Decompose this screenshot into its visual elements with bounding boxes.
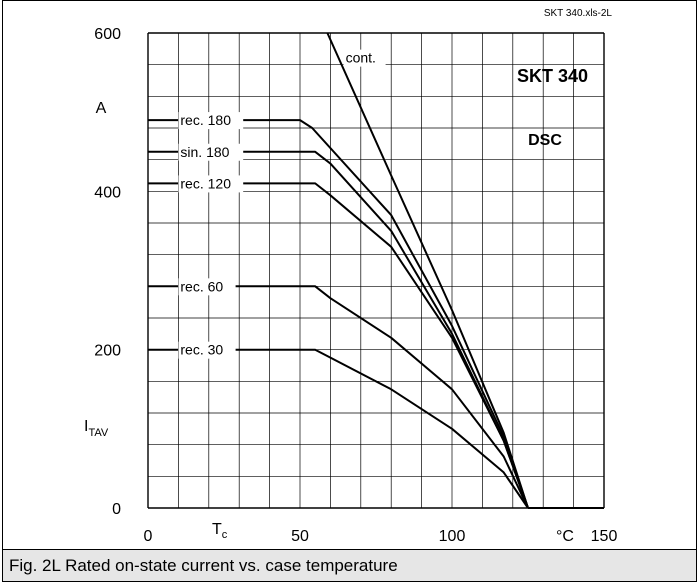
x-tick-label-2: 100: [439, 528, 466, 545]
series-label-bg-2: [178, 175, 244, 193]
y-tick-label-0: 0: [112, 501, 121, 518]
x-tick-label-1: 50: [291, 528, 309, 545]
series-line-5: [326, 32, 529, 509]
y-axis-subscript: TAV: [88, 427, 108, 439]
x-tick-label-3: 150: [591, 528, 618, 545]
series-labels: rec. 180 sin. 180 rec. 120 rec. 60 rec. 30 co…: [178, 49, 386, 359]
tick-labels: 0 50 100 150 0 200 400 600: [94, 26, 617, 545]
y-axis-symbol: I: [84, 418, 88, 435]
series-line-2: [148, 182, 529, 509]
x-tick-label-0: 0: [144, 528, 153, 545]
x-unit-label: °C: [556, 528, 574, 545]
x-axis-label: Tc: [212, 521, 228, 541]
series-label-bg-0: [178, 112, 244, 130]
y-tick-label-2: 400: [94, 184, 121, 201]
series-label-bg-1: [178, 143, 244, 161]
x-axis-subscript: c: [222, 529, 228, 541]
series-line-4: [148, 348, 529, 509]
series-label-bg-3: [178, 278, 236, 296]
y-tick-label-1: 200: [94, 343, 121, 360]
series-label-0: rec. 180: [180, 112, 231, 128]
series-label-bg-5: [343, 49, 386, 67]
series-label-bg-4: [178, 341, 236, 359]
y-unit-label: A: [96, 100, 107, 117]
figure-caption: Fig. 2L Rated on-state current vs. case …: [3, 549, 696, 581]
chart-subtitle: DSC: [528, 132, 562, 149]
series-label-4: rec. 30: [180, 342, 223, 358]
series-line-1: [148, 150, 529, 509]
series-label-1: sin. 180: [180, 144, 229, 160]
series-label-3: rec. 60: [180, 278, 223, 294]
chart-title: SKT 340: [517, 66, 588, 86]
series-line-3: [148, 285, 529, 509]
y-axis-label: ITAV: [84, 418, 109, 439]
x-axis-symbol: T: [212, 521, 222, 538]
series-label-2: rec. 120: [180, 175, 231, 191]
y-tick-label-3: 600: [94, 26, 121, 43]
filename-label: SKT 340.xls-2L: [544, 8, 613, 19]
series-label-5: cont.: [346, 50, 376, 66]
grid: [147, 32, 605, 509]
series-line-0: [148, 119, 529, 509]
curves: [148, 32, 604, 509]
rated-current-chart: rec. 180 sin. 180 rec. 120 rec. 60 rec. 30 co…: [84, 8, 617, 545]
